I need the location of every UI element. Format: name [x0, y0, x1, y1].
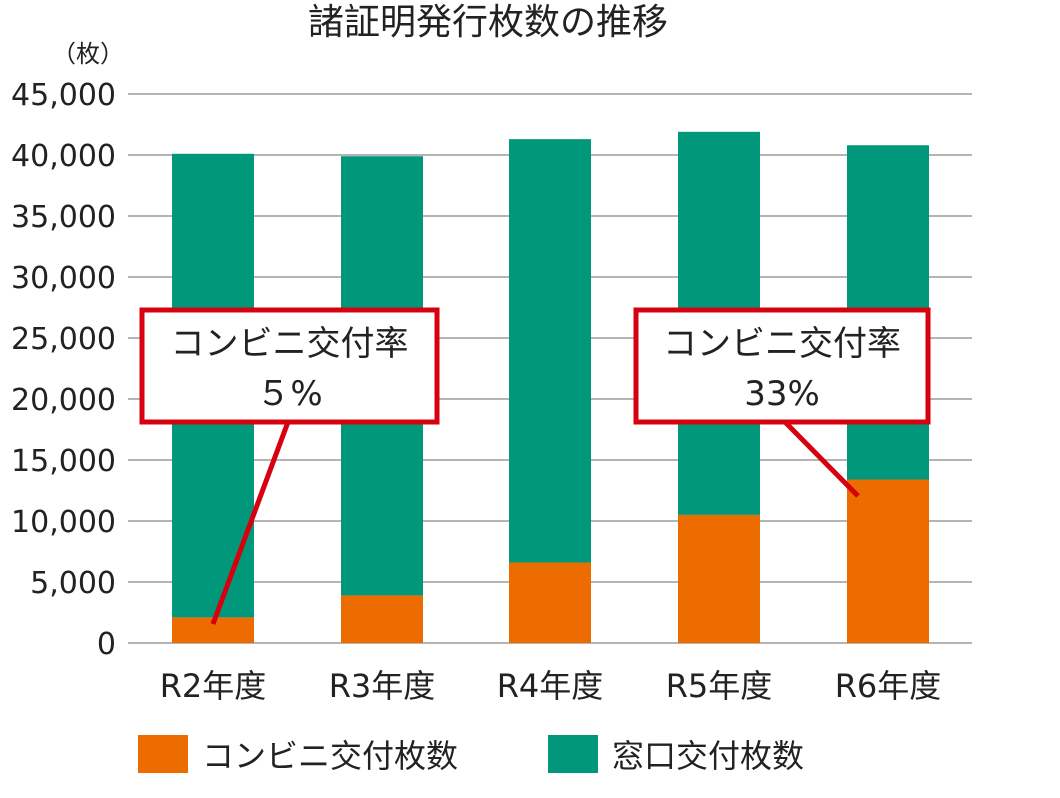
chart-title: 諸証明発行枚数の推移 — [308, 2, 668, 43]
callout-leader-line — [783, 420, 860, 498]
callout-value: ５% — [256, 374, 322, 414]
y-tick-label: 5,000 — [30, 566, 116, 601]
callout-leader-line — [210, 421, 291, 625]
x-tick-label: R4年度 — [497, 667, 604, 705]
x-tick-label: R5年度 — [666, 667, 773, 705]
y-tick-label: 20,000 — [11, 383, 116, 418]
y-tick-label: 40,000 — [11, 139, 116, 174]
y-tick-label: 45,000 — [11, 78, 116, 113]
legend: コンビニ交付枚数 窓口交付枚数 — [138, 735, 804, 775]
y-tick-label: 25,000 — [11, 322, 116, 357]
y-axis-ticks: 0 5,000 10,000 15,000 20,000 25,000 30,000 35,0… — [11, 78, 116, 662]
bar-conbini — [678, 514, 760, 643]
callout-label: コンビニ交付率 — [663, 324, 901, 364]
legend-swatch-conbini — [138, 735, 188, 773]
x-tick-label: R6年度 — [835, 667, 942, 705]
y-unit-label: （枚） — [52, 40, 124, 68]
bar-madoguchi — [509, 139, 591, 563]
x-axis-ticks: R2年度 R3年度 R4年度 R5年度 R6年度 — [160, 667, 942, 705]
legend-label-conbini: コンビニ交付枚数 — [202, 737, 458, 775]
legend-swatch-madoguchi — [548, 735, 598, 773]
y-tick-label: 35,000 — [11, 200, 116, 235]
bar-conbini — [341, 595, 423, 643]
x-tick-label: R2年度 — [160, 667, 267, 705]
y-tick-label: 10,000 — [11, 505, 116, 540]
x-tick-label: R3年度 — [329, 667, 436, 705]
callout-value: 33% — [744, 374, 820, 414]
callout-label: コンビニ交付率 — [171, 324, 409, 364]
bar-conbini — [847, 479, 929, 643]
callouts: コンビニ交付率 ５% コンビニ交付率 33% — [139, 307, 931, 625]
callout-box — [139, 307, 440, 425]
bar-conbini — [509, 562, 591, 643]
y-tick-label: 30,000 — [11, 261, 116, 296]
y-tick-label: 15,000 — [11, 444, 116, 479]
legend-label-madoguchi: 窓口交付枚数 — [612, 737, 804, 775]
callout-box — [633, 307, 931, 425]
y-tick-label: 0 — [97, 627, 116, 662]
